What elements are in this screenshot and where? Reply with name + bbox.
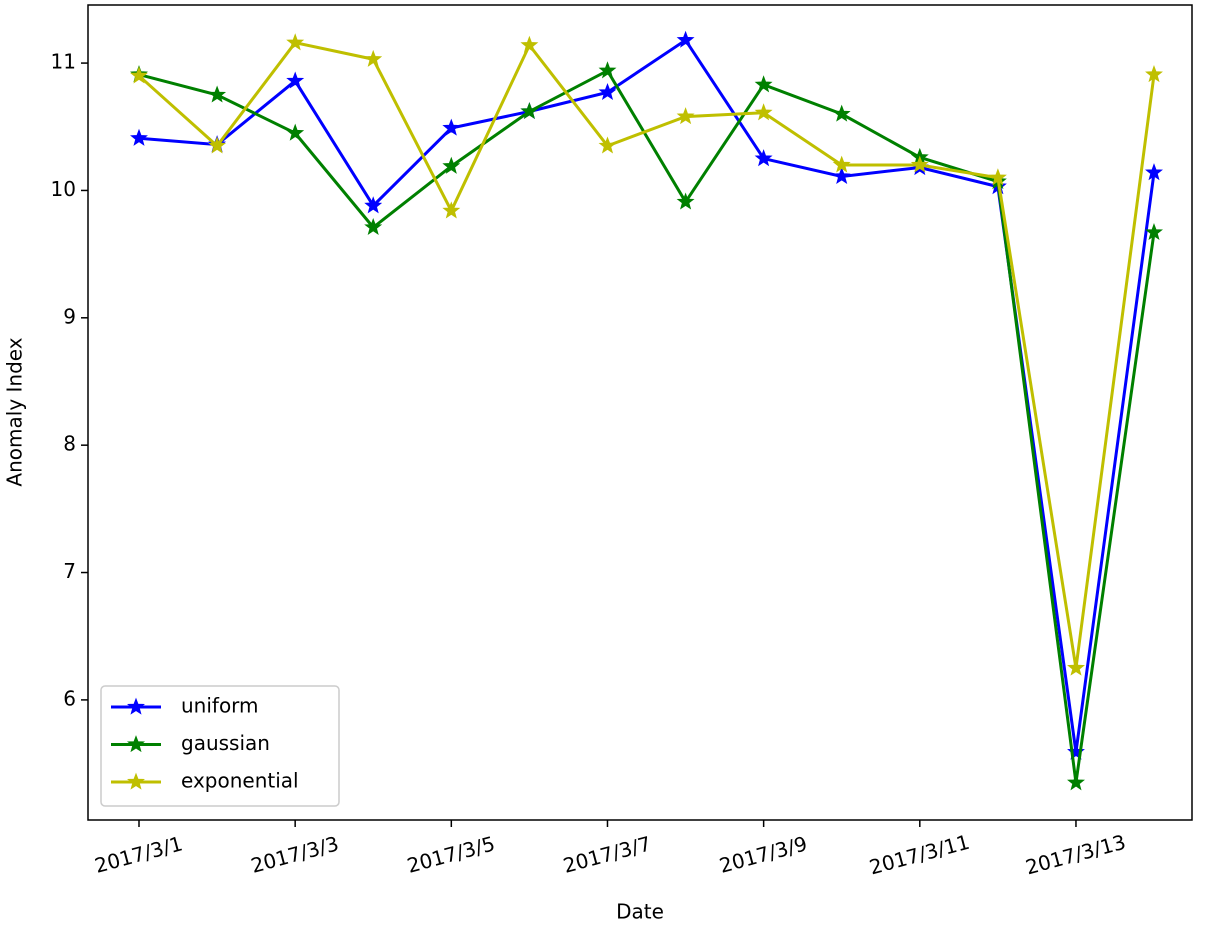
- point-marker: [676, 30, 695, 48]
- y-tick-label: 6: [63, 686, 76, 710]
- point-marker: [754, 103, 773, 121]
- point-marker: [1067, 773, 1085, 791]
- point-marker: [754, 75, 773, 93]
- point-marker: [442, 118, 461, 136]
- x-axis-label: Date: [616, 900, 664, 924]
- y-tick-label: 10: [51, 177, 76, 201]
- y-tick-label: 9: [63, 304, 76, 328]
- point-marker: [208, 85, 227, 103]
- point-marker: [364, 49, 383, 67]
- point-marker: [1145, 65, 1163, 83]
- point-marker: [754, 149, 773, 167]
- point-marker: [676, 192, 695, 210]
- point-marker: [598, 61, 617, 79]
- point-marker: [832, 155, 851, 173]
- point-marker: [130, 128, 148, 146]
- series-line: [138, 38, 1156, 753]
- point-marker: [1067, 658, 1085, 676]
- point-marker: [520, 35, 539, 53]
- point-marker: [286, 33, 305, 51]
- point-marker: [208, 136, 227, 154]
- point-marker: [910, 155, 929, 173]
- point-marker: [988, 168, 1007, 186]
- legend-marker: [127, 697, 145, 715]
- y-tick-label: 8: [63, 432, 76, 456]
- point-marker: [520, 102, 539, 120]
- point-marker: [1145, 163, 1163, 181]
- point-marker: [676, 107, 695, 125]
- legend-label: exponential: [181, 769, 299, 793]
- y-tick-label: 7: [63, 559, 76, 583]
- plot-frame: [87, 4, 1193, 821]
- point-marker: [130, 66, 148, 84]
- point-marker: [832, 166, 851, 185]
- series-line: [138, 68, 1156, 783]
- point-marker: [286, 71, 305, 89]
- point-marker: [364, 217, 383, 235]
- point-marker: [832, 104, 851, 122]
- legend-label: uniform: [181, 694, 259, 718]
- point-marker: [598, 82, 617, 100]
- legend-marker: [127, 772, 145, 790]
- point-marker: [442, 201, 461, 219]
- series-line: [137, 41, 1156, 669]
- point-marker: [1145, 223, 1163, 241]
- legend-label: gaussian: [181, 731, 270, 755]
- point-marker: [286, 123, 305, 141]
- y-tick-label: 11: [51, 50, 76, 74]
- point-marker: [442, 156, 461, 174]
- legend: uniform gaussian exponential: [100, 685, 340, 807]
- legend-marker: [127, 735, 145, 753]
- point-marker: [598, 136, 617, 154]
- legend-box: [100, 685, 340, 807]
- point-marker: [364, 196, 383, 214]
- y-axis-label: Anomaly Index: [3, 337, 27, 486]
